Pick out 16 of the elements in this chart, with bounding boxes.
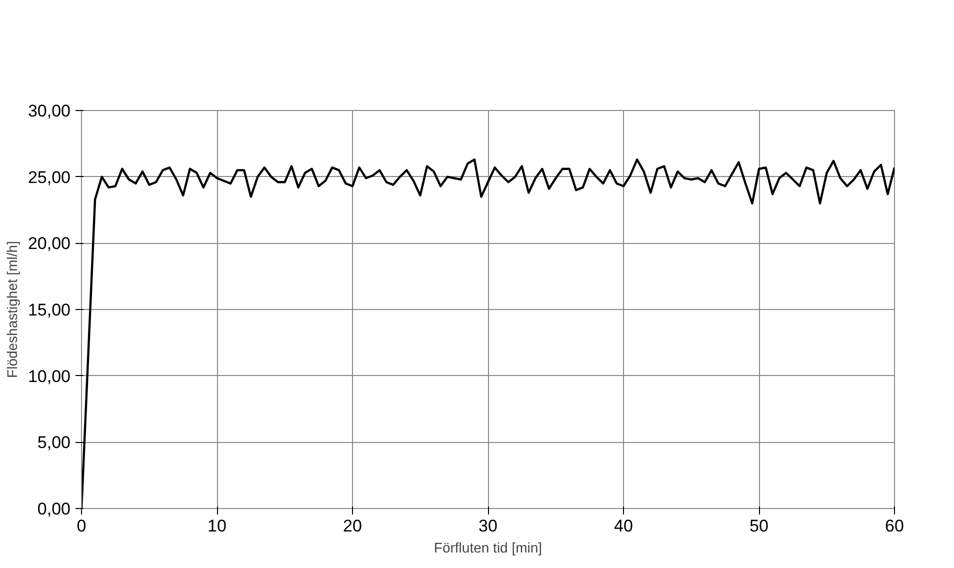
x-tick-label: 10: [208, 516, 226, 536]
x-tick-label: 20: [343, 516, 362, 536]
y-tick-label: 0,00: [37, 500, 71, 518]
x-tick-label: 30: [478, 516, 498, 536]
x-tick-label: 40: [614, 516, 633, 536]
y-tick-label: 20,00: [28, 234, 71, 254]
y-tick-label: 25,00: [28, 168, 71, 187]
y-axis-title: Flödeshastighet [ml/h]: [4, 241, 20, 378]
x-tick-label: 60: [885, 516, 904, 536]
y-tick-label: 15,00: [28, 300, 71, 320]
x-tick-label: 0: [76, 516, 86, 536]
x-axis-title: Förfluten tid [min]: [434, 540, 542, 556]
x-tick-label: 50: [750, 516, 768, 536]
y-tick-label: 30,00: [28, 102, 71, 120]
y-tick-label: 10,00: [28, 366, 71, 386]
y-tick-label: 5,00: [37, 433, 71, 452]
